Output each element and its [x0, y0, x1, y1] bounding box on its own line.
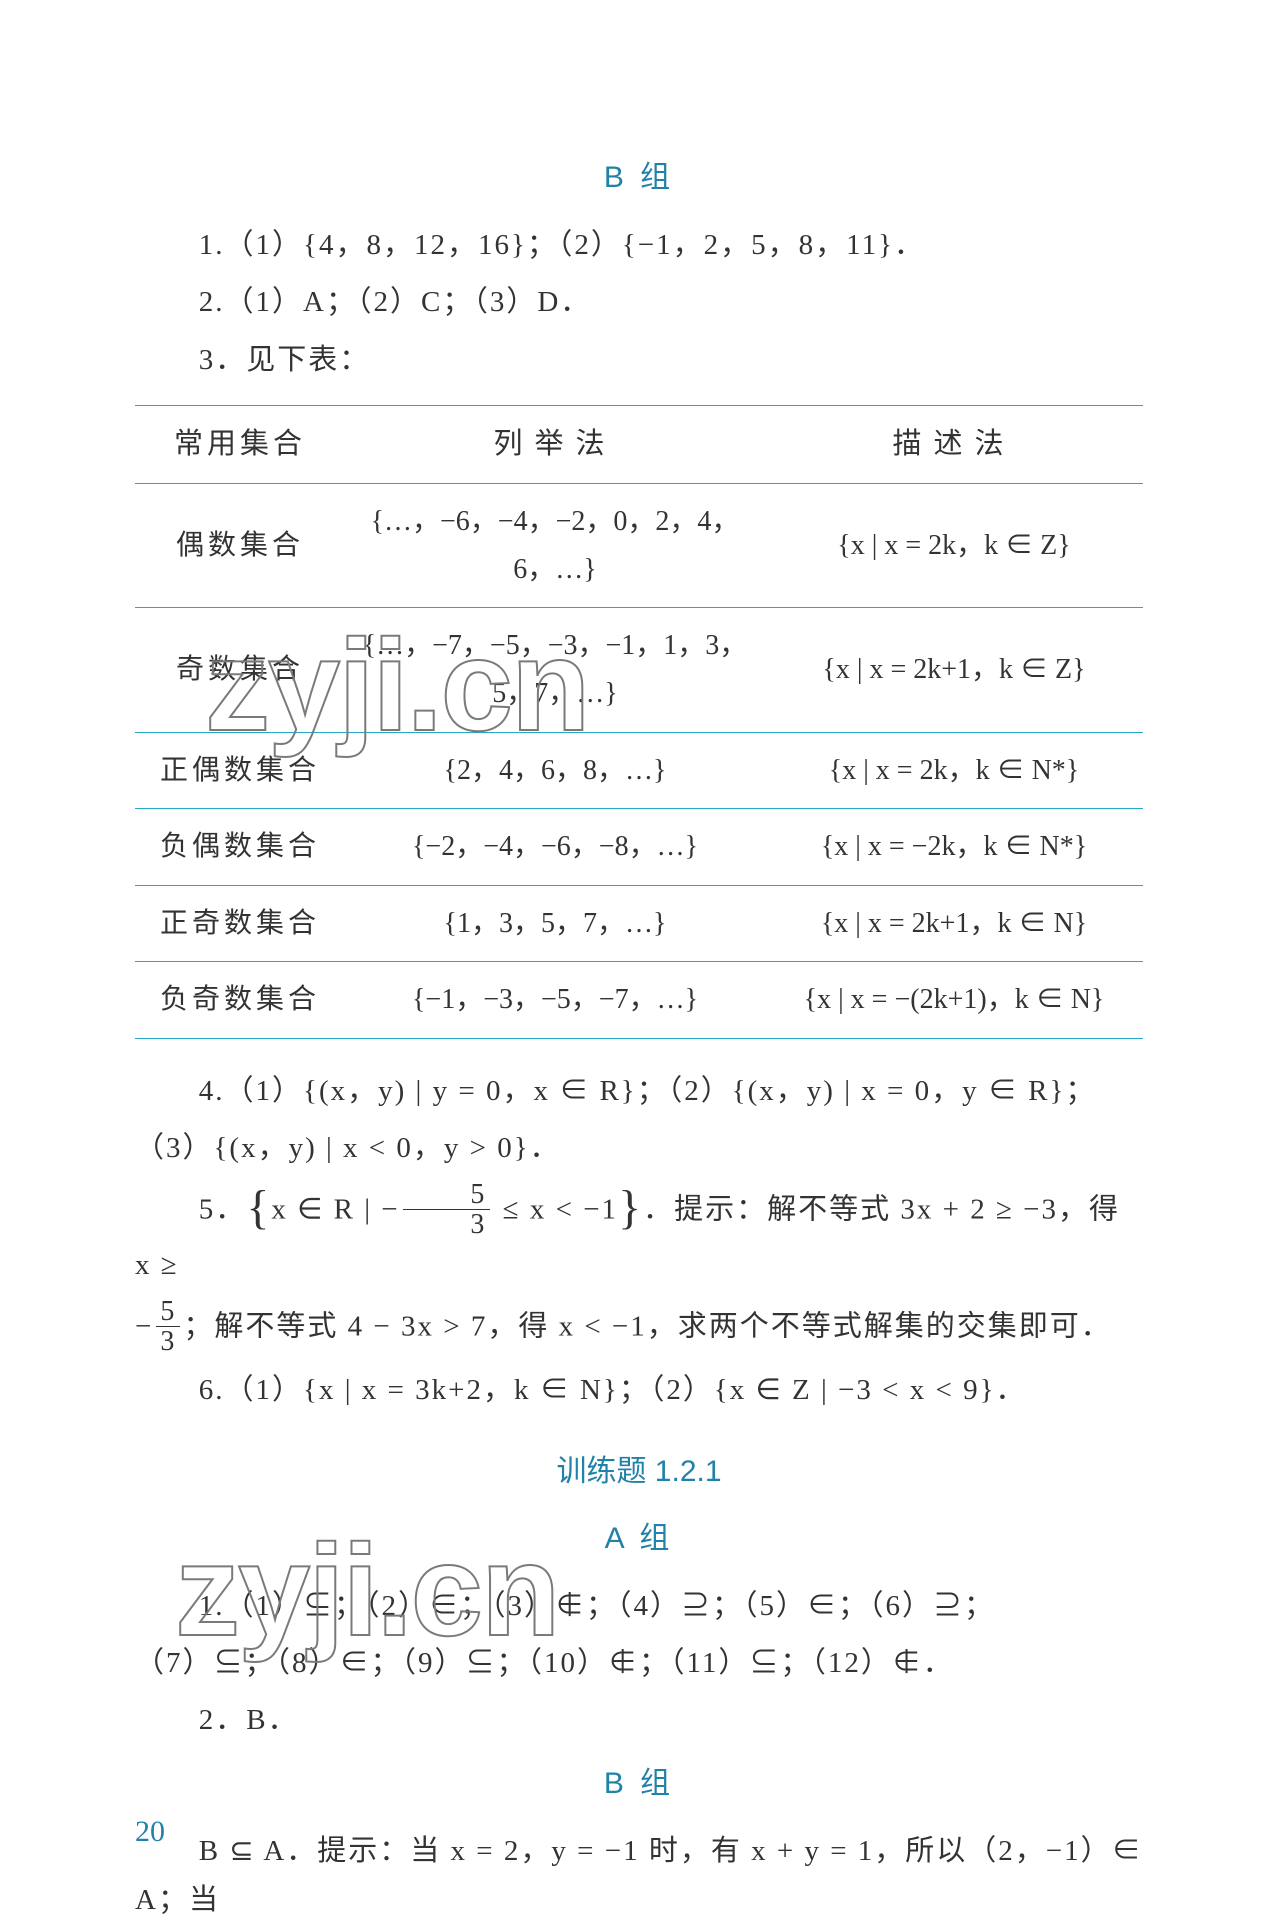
q5-line1: 5．{x ∈ R | −53 ≤ x < −1}．提示：解不等式 3x + 2 … — [135, 1182, 1143, 1291]
a1-line2: （7）⊆；（8）∈；（9）⊆；（10）∉；（11）⊆；（12）∉． — [135, 1639, 1143, 1688]
cell-enum: {…，−6，−4，−2，0，2，4，6，…} — [345, 484, 765, 608]
table-header-row: 常用集合 列举法 描述法 — [135, 405, 1143, 483]
table-row: 奇数集合 {…，−7，−5，−3，−1，1，3，5，7，…} {x | x = … — [135, 608, 1143, 732]
b-line: B ⊆ A．提示：当 x = 2，y = −1 时，有 x + y = 1，所以… — [135, 1827, 1143, 1925]
fraction-5-over-3: 53 — [403, 1180, 491, 1240]
q5-prefix: 5． — [199, 1193, 247, 1225]
th-description: 描述法 — [765, 405, 1143, 483]
q1-text: 1.（1）{4，8，12，16}；（2）{−1，2，5，8，11}． — [135, 221, 1143, 270]
table-row: 负偶数集合 {−2，−4，−6，−8，…} {x | x = −2k，k ∈ N… — [135, 809, 1143, 886]
q4-line1: 4.（1）{(x，y) | y = 0，x ∈ R}；（2）{(x，y) | x… — [135, 1067, 1143, 1116]
cell-desc: {x | x = 2k，k ∈ Z} — [765, 484, 1143, 608]
cell-enum: {2，4，6，8，…} — [345, 732, 765, 809]
q6-text: 6.（1）{x | x = 3k+2，k ∈ N}；（2）{x ∈ Z | −3… — [135, 1366, 1143, 1415]
brace-right-icon: } — [618, 1181, 643, 1234]
group-a-title: A 组 — [135, 1513, 1143, 1564]
q5-body-b: ≤ x < −1 — [493, 1193, 618, 1225]
training-title: 训练题 1.2.1 — [135, 1446, 1143, 1497]
th-enumeration: 列举法 — [345, 405, 765, 483]
cell-name: 正奇数集合 — [135, 885, 345, 962]
frac-den: 3 — [156, 1326, 180, 1356]
q2-text: 2.（1）A；（2）C；（3）D． — [135, 278, 1143, 327]
table-row: 正偶数集合 {2，4，6，8，…} {x | x = 2k，k ∈ N*} — [135, 732, 1143, 809]
q5-neg: − — [135, 1310, 153, 1342]
cell-enum: {−1，−3，−5，−7，…} — [345, 962, 765, 1039]
cell-enum: {−2，−4，−6，−8，…} — [345, 809, 765, 886]
a2-text: 2．B． — [135, 1696, 1143, 1745]
frac-den: 3 — [403, 1209, 491, 1239]
cell-name: 负奇数集合 — [135, 962, 345, 1039]
q5-body-a: x ∈ R | − — [271, 1193, 399, 1225]
a1-line1: 1.（1）⊆；（2）∈；（3）∉；（4）⊇；（5）∈；（6）⊇； — [135, 1582, 1143, 1631]
cell-desc: {x | x = 2k+1，k ∈ N} — [765, 885, 1143, 962]
sets-table: 常用集合 列举法 描述法 偶数集合 {…，−6，−4，−2，0，2，4，6，…}… — [135, 405, 1143, 1039]
q5-line2: −53；解不等式 4 − 3x > 7，得 x < −1，求两个不等式解集的交集… — [135, 1299, 1143, 1359]
cell-desc: {x | x = 2k+1，k ∈ Z} — [765, 608, 1143, 732]
th-common-set: 常用集合 — [135, 405, 345, 483]
section-b-title: B 组 — [135, 152, 1143, 203]
page-number: 20 — [135, 1806, 165, 1857]
cell-desc: {x | x = 2k，k ∈ N*} — [765, 732, 1143, 809]
cell-name: 偶数集合 — [135, 484, 345, 608]
fraction-5-over-3: 53 — [156, 1297, 180, 1357]
cell-enum: {…，−7，−5，−3，−1，1，3，5，7，…} — [345, 608, 765, 732]
table-row: 偶数集合 {…，−6，−4，−2，0，2，4，6，…} {x | x = 2k，… — [135, 484, 1143, 608]
table-row: 负奇数集合 {−1，−3，−5，−7，…} {x | x = −(2k+1)，k… — [135, 962, 1143, 1039]
cell-name: 奇数集合 — [135, 608, 345, 732]
brace-left-icon: { — [246, 1181, 271, 1234]
cell-enum: {1，3，5，7，…} — [345, 885, 765, 962]
frac-num: 5 — [403, 1180, 491, 1209]
q4-line2: （3）{(x，y) | x < 0，y > 0}． — [135, 1124, 1143, 1173]
cell-name: 负偶数集合 — [135, 809, 345, 886]
q5-rest: ；解不等式 4 − 3x > 7，得 x < −1，求两个不等式解集的交集即可． — [183, 1310, 1111, 1342]
frac-num: 5 — [156, 1297, 180, 1326]
cell-name: 正偶数集合 — [135, 732, 345, 809]
q3-text: 3．见下表： — [135, 336, 1143, 385]
cell-desc: {x | x = −2k，k ∈ N*} — [765, 809, 1143, 886]
table-row: 正奇数集合 {1，3，5，7，…} {x | x = 2k+1，k ∈ N} — [135, 885, 1143, 962]
cell-desc: {x | x = −(2k+1)，k ∈ N} — [765, 962, 1143, 1039]
textbook-page: B 组 1.（1）{4，8，12，16}；（2）{−1，2，5，8，11}． 2… — [0, 0, 1278, 1905]
group-b-title: B 组 — [135, 1758, 1143, 1809]
